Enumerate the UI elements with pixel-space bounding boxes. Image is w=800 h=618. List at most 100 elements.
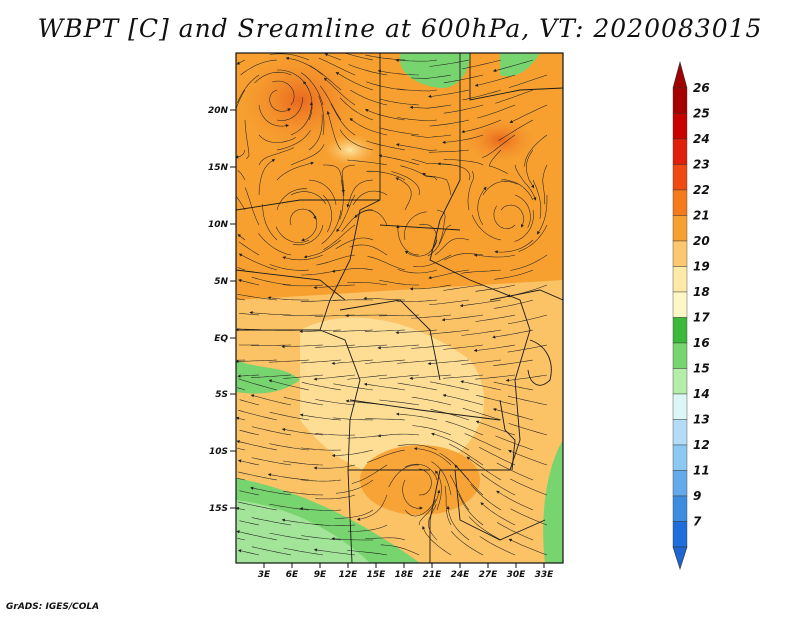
lat-label: EQ bbox=[214, 334, 228, 344]
streamline bbox=[254, 71, 292, 84]
streamline bbox=[354, 210, 388, 226]
colorbar-swatch bbox=[672, 317, 688, 344]
streamline bbox=[397, 269, 438, 274]
streamline bbox=[365, 359, 406, 364]
streamline bbox=[411, 134, 452, 138]
streamline bbox=[269, 53, 310, 61]
streamline bbox=[236, 59, 246, 65]
colorbar-swatch bbox=[672, 240, 688, 267]
streamline bbox=[299, 329, 342, 334]
streamline bbox=[411, 344, 452, 349]
streamline bbox=[237, 267, 246, 271]
streamline bbox=[429, 381, 470, 391]
streamline bbox=[395, 143, 438, 151]
streamline bbox=[443, 344, 484, 350]
streamline bbox=[443, 104, 484, 114]
streamline bbox=[507, 314, 548, 325]
streamline bbox=[323, 224, 356, 250]
streamline bbox=[290, 191, 327, 205]
streamline bbox=[262, 203, 278, 241]
streamline bbox=[237, 298, 246, 301]
streamline bbox=[238, 409, 278, 421]
streamline bbox=[492, 329, 534, 339]
streamline bbox=[269, 89, 291, 112]
colorbar-label: 14 bbox=[693, 387, 710, 401]
streamline bbox=[237, 501, 278, 511]
streamline bbox=[462, 89, 502, 101]
streamline bbox=[467, 170, 474, 211]
streamline bbox=[303, 239, 342, 259]
streamline bbox=[283, 490, 324, 496]
streamline bbox=[461, 269, 502, 274]
lon-label: 24E bbox=[451, 570, 471, 580]
colorbar-swatch bbox=[672, 138, 688, 165]
streamline bbox=[308, 114, 323, 151]
streamline bbox=[283, 460, 324, 466]
streamline bbox=[335, 479, 374, 494]
streamline bbox=[269, 359, 310, 363]
streamline bbox=[272, 80, 295, 106]
streamline bbox=[435, 470, 442, 511]
wbpt-warm-north bbox=[236, 53, 370, 155]
streamline bbox=[258, 159, 276, 196]
streamline bbox=[474, 74, 516, 87]
streamline bbox=[477, 104, 516, 119]
streamline bbox=[301, 209, 318, 242]
streamline bbox=[315, 524, 356, 526]
streamline bbox=[434, 238, 470, 256]
streamline bbox=[339, 129, 374, 151]
streamline bbox=[356, 494, 388, 521]
streamline bbox=[443, 159, 484, 166]
streamline bbox=[461, 59, 502, 70]
streamline bbox=[276, 130, 311, 151]
colorbar-swatch bbox=[672, 291, 688, 318]
streamline bbox=[331, 449, 374, 458]
streamline bbox=[258, 147, 295, 166]
streamline bbox=[313, 374, 356, 381]
streamline bbox=[404, 211, 427, 241]
streamline bbox=[493, 299, 534, 309]
streamline bbox=[496, 522, 534, 541]
wbpt-cool-patch bbox=[325, 135, 375, 165]
streamline bbox=[347, 549, 388, 556]
streamline bbox=[428, 269, 470, 280]
streamline bbox=[237, 233, 246, 241]
streamline bbox=[475, 420, 516, 436]
streamline bbox=[510, 478, 548, 496]
wbpt-green-southeast bbox=[543, 440, 563, 563]
streamline bbox=[251, 426, 292, 436]
colorbar-swatch bbox=[672, 87, 688, 114]
streamline bbox=[498, 119, 534, 141]
wbpt-green-northeast bbox=[500, 53, 540, 77]
streamline bbox=[505, 374, 548, 382]
streamline bbox=[459, 299, 502, 308]
streamline bbox=[347, 374, 388, 380]
wbpt-region-southeast bbox=[360, 445, 480, 515]
colorbar-label: 20 bbox=[693, 234, 710, 248]
streamline bbox=[316, 254, 356, 266]
streamline bbox=[411, 396, 452, 406]
streamline bbox=[330, 103, 356, 136]
streamline bbox=[363, 382, 406, 391]
streamline bbox=[514, 209, 534, 242]
colorbar-swatch bbox=[672, 444, 688, 471]
streamline bbox=[431, 461, 452, 496]
streamline bbox=[269, 264, 310, 271]
streamline bbox=[236, 416, 246, 421]
streamline bbox=[379, 98, 420, 106]
colorbar-swatch bbox=[672, 215, 688, 242]
streamline bbox=[299, 507, 342, 511]
colorbar-top-arrow bbox=[672, 60, 688, 89]
colorbar-swatch bbox=[672, 521, 688, 548]
streamline bbox=[402, 479, 423, 510]
streamline bbox=[341, 164, 356, 197]
streamline bbox=[349, 244, 388, 256]
streamline bbox=[460, 380, 502, 391]
streamline bbox=[236, 506, 246, 511]
colorbar-label: 17 bbox=[693, 311, 710, 325]
streamline bbox=[480, 502, 516, 526]
streamline bbox=[367, 256, 406, 271]
streamline bbox=[332, 329, 374, 333]
lat-label: 5S bbox=[215, 390, 228, 400]
streamline bbox=[276, 161, 315, 181]
